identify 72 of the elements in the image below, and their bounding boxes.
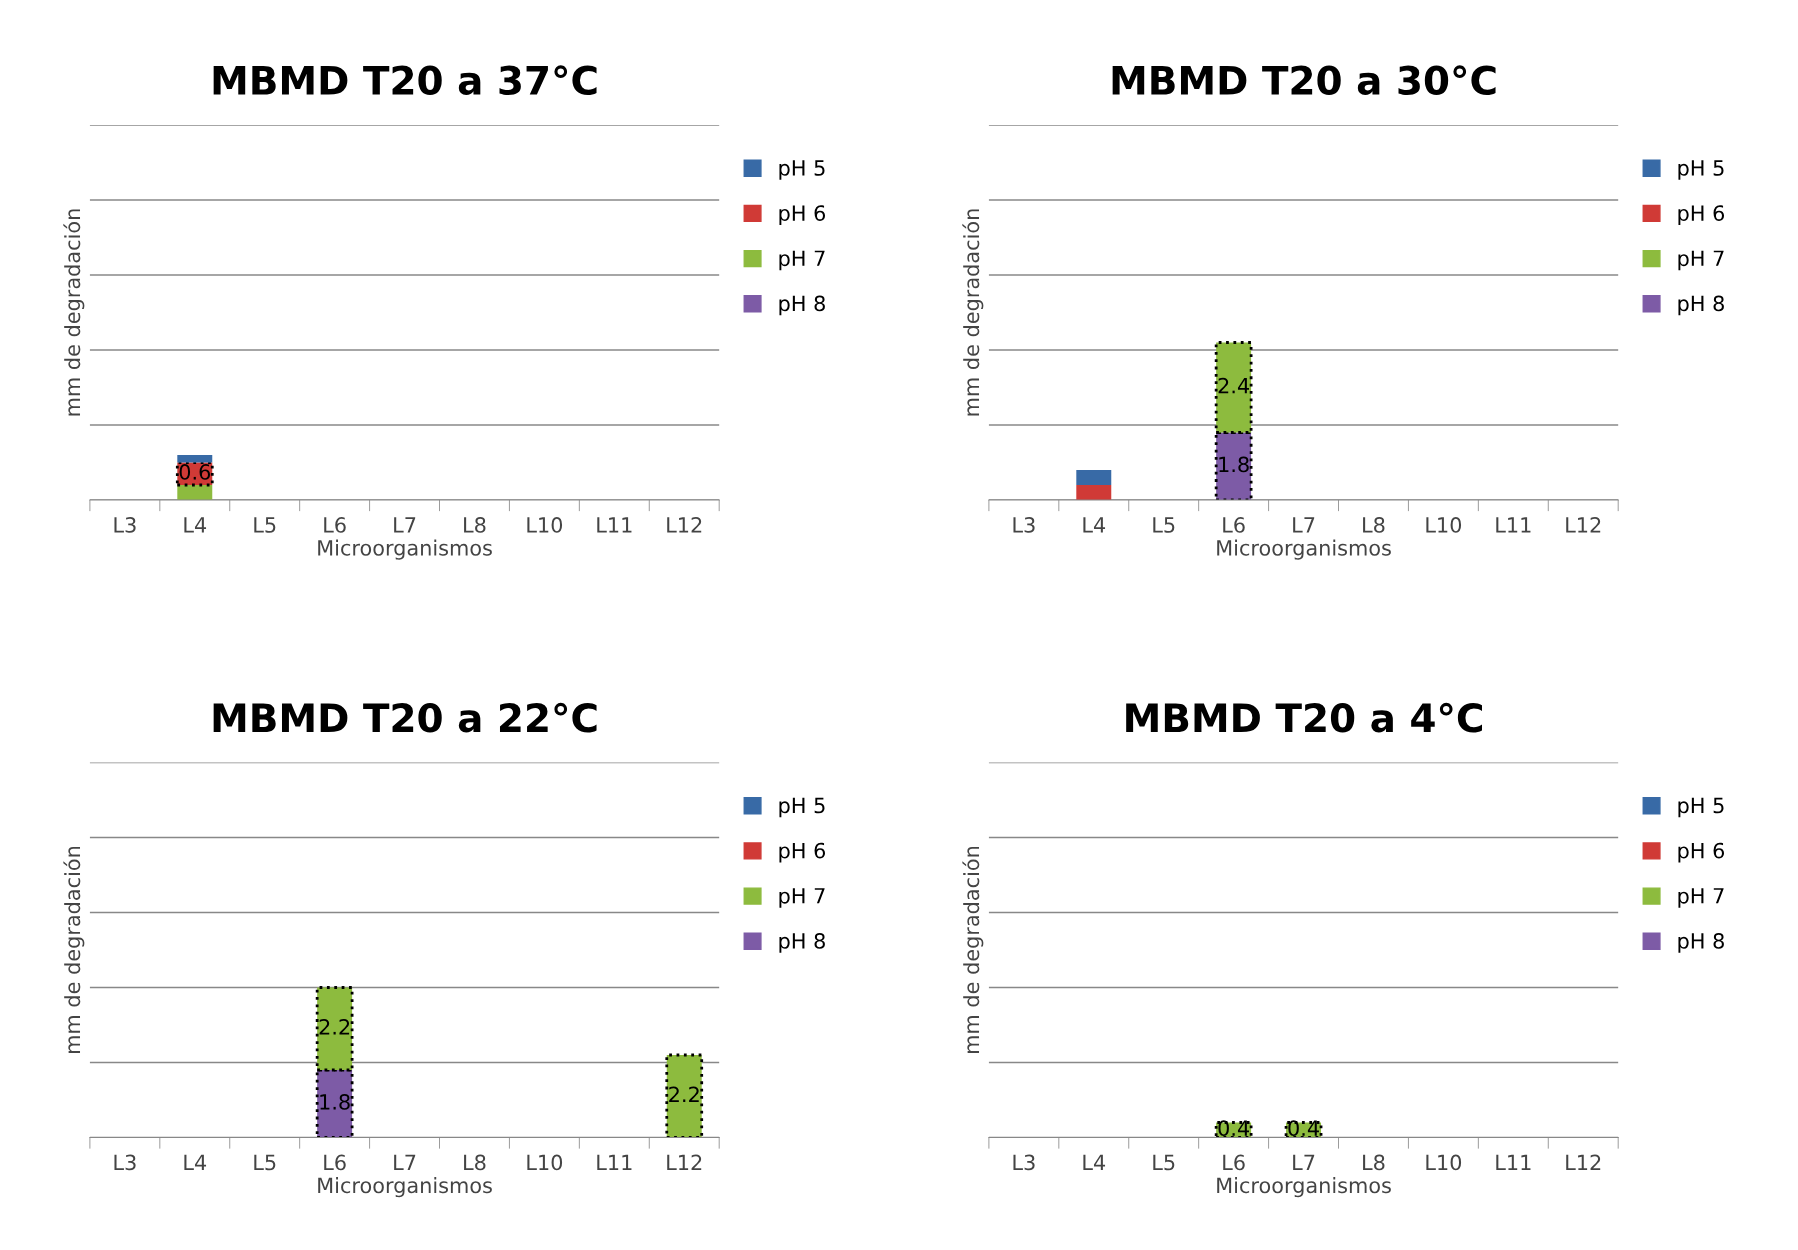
legend-label: pH 5 — [779, 160, 825, 180]
x-axis-title: Microorganismos — [318, 1177, 492, 1198]
x-tick-label: L7 — [394, 517, 416, 533]
chart-title: MBMD T20 a 22°C — [213, 702, 597, 733]
chart-title: MBMD T20 a 4°C — [1126, 702, 1482, 733]
x-tick-label: L12 — [1566, 517, 1601, 533]
x-tick-label: L11 — [597, 1154, 632, 1170]
x-tick-label: L3 — [1013, 517, 1035, 533]
legend-label: pH 7 — [779, 888, 825, 908]
x-tick-label: L11 — [1496, 517, 1531, 533]
x-tick-label: L7 — [1293, 517, 1315, 533]
legend-label: pH 8 — [779, 295, 825, 316]
x-axis-title: Microorganismos — [318, 539, 492, 560]
x-tick-label: L6 — [324, 1154, 346, 1171]
y-axis-title: mm de degradación — [63, 846, 85, 1053]
data-label: 1.8 — [320, 1094, 350, 1110]
x-tick-label: L3 — [114, 1154, 136, 1171]
x-tick-label: L7 — [394, 1154, 416, 1170]
x-axis-title: Microorganismos — [1217, 539, 1391, 560]
x-tick-label: L12 — [667, 517, 702, 533]
x-tick-label: L4 — [184, 517, 207, 533]
x-tick-label: L8 — [464, 1154, 486, 1171]
legend-label: pH 7 — [1678, 888, 1724, 908]
x-tick-label: L12 — [1566, 1154, 1601, 1170]
x-tick-label: L10 — [1426, 1154, 1462, 1171]
x-tick-label: L10 — [1426, 517, 1462, 533]
legend-label: pH 5 — [1678, 160, 1724, 180]
data-label: 2.2 — [669, 1086, 699, 1102]
legend-label: pH 6 — [1678, 842, 1725, 863]
chart-title: MBMD T20 a 37°C — [213, 65, 597, 95]
data-label: 0.4 — [1218, 1120, 1250, 1137]
x-tick-label: L10 — [527, 517, 563, 533]
x-tick-label: L12 — [667, 1154, 702, 1170]
y-axis-title: mm de degradación — [962, 846, 984, 1053]
legend-label: pH 7 — [1678, 250, 1724, 271]
x-tick-label: L5 — [1153, 517, 1175, 533]
x-tick-label: L4 — [184, 1154, 207, 1170]
x-tick-label: L6 — [1223, 1154, 1245, 1171]
x-tick-label: L4 — [1083, 517, 1106, 533]
legend-label: pH 5 — [1678, 797, 1724, 818]
legend-label: pH 6 — [779, 205, 826, 225]
x-tick-label: L4 — [1083, 1154, 1106, 1170]
legend-label: pH 6 — [1678, 205, 1725, 225]
legend-label: pH 8 — [779, 933, 825, 953]
x-tick-label: L10 — [527, 1154, 563, 1171]
x-tick-label: L3 — [1013, 1154, 1035, 1171]
data-label: 0.6 — [179, 464, 211, 480]
x-tick-label: L8 — [464, 517, 486, 533]
x-tick-label: L5 — [254, 517, 276, 533]
x-tick-label: L11 — [1496, 1154, 1531, 1170]
y-axis-title: mm de degradación — [962, 209, 984, 416]
chart-title: MBMD T20 a 30°C — [1112, 65, 1496, 95]
data-label: 2.4 — [1218, 377, 1250, 394]
legend-label: pH 8 — [1678, 933, 1724, 953]
legend-label: pH 6 — [779, 842, 826, 863]
legend-label: pH 7 — [779, 250, 825, 271]
x-tick-label: L6 — [324, 517, 346, 533]
x-tick-label: L7 — [1293, 1154, 1315, 1170]
x-tick-label: L8 — [1363, 1154, 1385, 1171]
x-tick-label: L5 — [254, 1154, 276, 1171]
x-tick-label: L6 — [1223, 517, 1245, 533]
x-tick-label: L8 — [1363, 517, 1385, 533]
x-tick-label: L11 — [597, 517, 632, 533]
data-label: 0.4 — [1288, 1120, 1319, 1137]
x-axis-title: Microorganismos — [1217, 1177, 1391, 1198]
x-tick-label: L5 — [1153, 1154, 1175, 1171]
y-axis-title: mm de degradación — [63, 209, 85, 416]
data-label: 2.2 — [319, 1019, 350, 1035]
legend-label: pH 8 — [1678, 295, 1724, 316]
data-label: 1.8 — [1219, 456, 1249, 473]
x-tick-label: L3 — [114, 517, 136, 533]
legend-label: pH 5 — [779, 797, 825, 818]
